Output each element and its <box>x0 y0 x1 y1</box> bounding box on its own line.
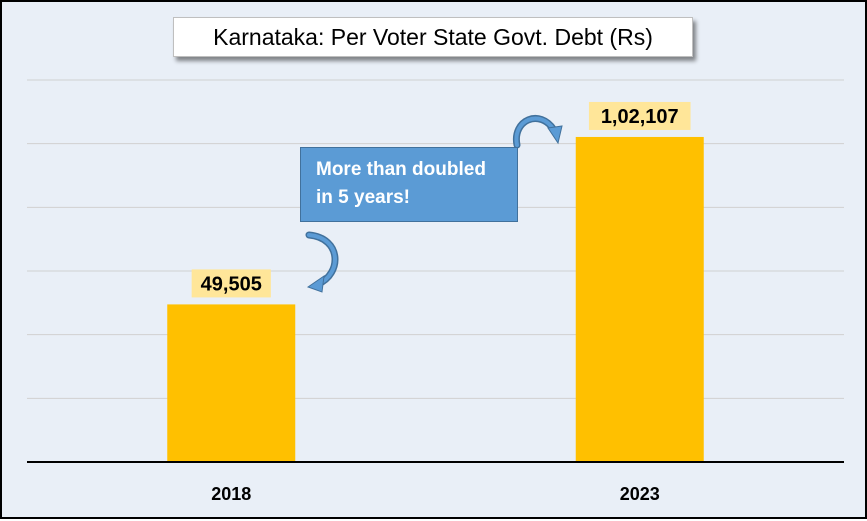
data-label-2023: 1,02,107 <box>601 106 679 128</box>
data-label-bg <box>588 101 691 130</box>
curved-arrow-down-fill <box>307 233 337 286</box>
annotation-callout: More than doubled in 5 years! <box>300 147 518 222</box>
data-label-bg <box>191 269 271 298</box>
bar-2018 <box>167 304 296 462</box>
data-label-2018: 49,505 <box>201 273 262 295</box>
annotation-line-1: More than doubled <box>316 159 486 180</box>
curved-arrow-down <box>305 231 339 288</box>
x-tick-label-2018: 2018 <box>211 484 251 504</box>
curved-arrow-up-fill <box>514 116 556 147</box>
x-tick-label-2023: 2023 <box>620 484 660 504</box>
chart-title: Karnataka: Per Voter State Govt. Debt (R… <box>173 17 693 57</box>
annotation-line-2: in 5 years! <box>316 187 410 208</box>
arrow-head-up <box>547 125 563 145</box>
bar-2023 <box>575 136 704 462</box>
arrow-head-down <box>306 274 325 293</box>
